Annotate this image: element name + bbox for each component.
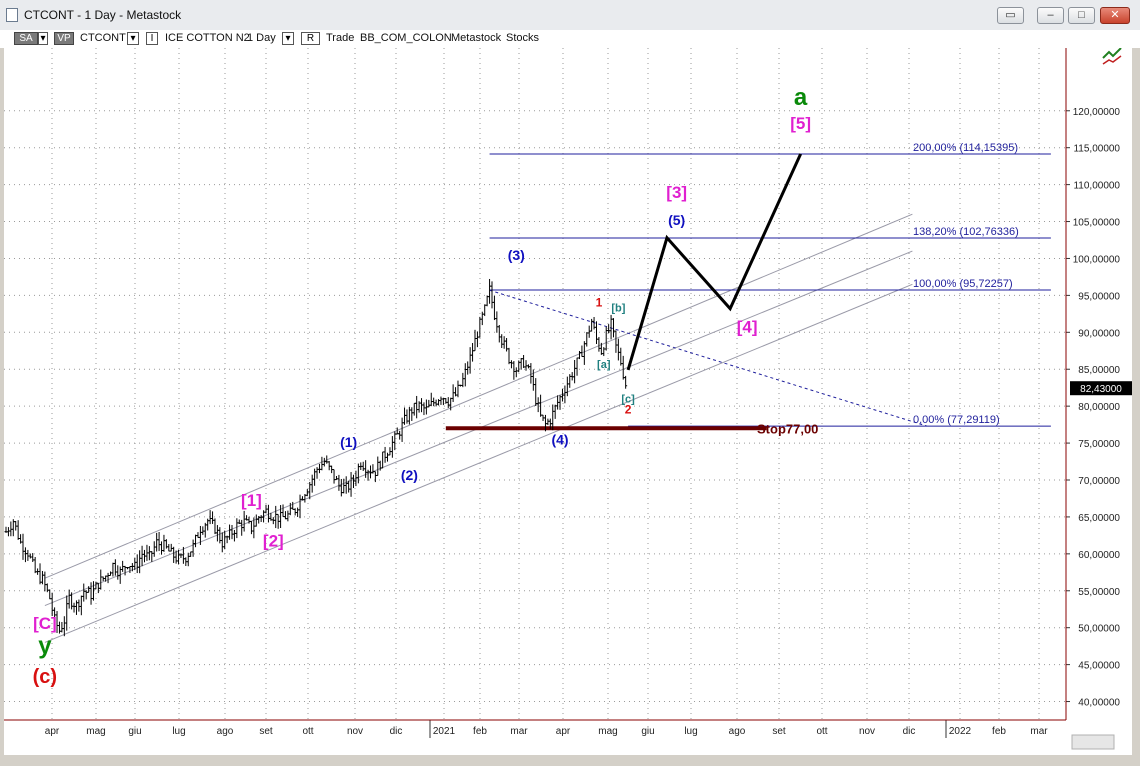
wave-label: (5) [668,212,685,228]
x-tick-label: set [772,726,786,737]
fib-level-label: 100,00% (95,72257) [913,278,1013,290]
x-tick-label: feb [992,726,1006,737]
wave-label: [4] [737,317,758,336]
wave-label: a [794,84,808,111]
period-dropdown-icon[interactable]: ▾ [282,32,294,45]
x-tick-label: 2021 [433,726,456,737]
x-tick-label: giu [128,726,141,737]
wave-label: [3] [666,183,687,202]
x-tick-label: lug [684,726,697,737]
x-tick-label: apr [45,726,60,737]
x-tick-label: nov [347,726,363,737]
wave-label: [b] [611,303,625,315]
y-tick-label: 75,00000 [1078,439,1120,450]
fib-level-label: 0,00% (77,29119) [913,414,1000,426]
window-titlebar: CTCONT - 1 Day - Metastock ▭ – □ ✕ [0,0,1140,31]
x-tick-label: nov [859,726,875,737]
database-label: Metastock [451,32,502,44]
x-tick-label: set [259,726,273,737]
wave-label: [1] [241,491,262,510]
trend-channel-line [44,213,913,579]
y-tick-label: 65,00000 [1078,513,1120,524]
x-tick-label: mag [86,726,105,737]
symbol-label: CTCONT [80,32,126,44]
last-price-tag [1070,381,1132,396]
fib-level-label: 200,00% (114,15395) [913,142,1018,154]
x-tick-label: 2022 [949,726,972,737]
wave-label: [C] [33,614,57,633]
stop-label: Stop77,00 [757,421,818,436]
x-tick-label: dic [903,726,916,737]
fib-level-label: 138,20% (102,76336) [913,226,1019,238]
chart-area[interactable]: 0,00% (77,29119) 100,00% (95,72257) 138,20… [0,47,1140,761]
x-tick-label: apr [556,726,571,737]
wave-label: (3) [508,247,525,263]
x-tick-label: mag [598,726,617,737]
y-tick-label: 45,00000 [1078,661,1120,672]
y-tick-label: 40,00000 [1078,698,1120,709]
period-label: 1 Day [247,32,276,44]
wave-label: 1 [596,295,603,309]
x-tick-label: mar [1030,726,1048,737]
close-icon[interactable]: ✕ [1100,7,1130,24]
name-marker[interactable]: I [146,32,158,45]
y-tick-label: 60,00000 [1078,550,1120,561]
instrument-name: ICE COTTON N2 [165,32,250,44]
x-tick-label: feb [473,726,487,737]
wave-label: [5] [790,114,811,133]
trend-channel-line [44,283,913,643]
wave-label: (c) [33,666,57,688]
x-tick-label: ott [302,726,313,737]
y-tick-label: 85,00000 [1078,365,1120,376]
horizontal-scrollbar[interactable] [1071,734,1115,750]
wave-label: [2] [263,531,284,550]
wave-label: [a] [597,359,611,371]
x-tick-label: dic [390,726,403,737]
y-tick-label: 50,00000 [1078,624,1120,635]
y-tick-label: 110,00000 [1073,181,1120,192]
minimize-icon[interactable]: – [1037,7,1064,24]
projected-wave-path[interactable] [626,153,802,371]
trade-label: Trade [326,32,355,44]
sa-button[interactable]: SA [14,32,38,45]
y-tick-label: 70,00000 [1078,476,1120,487]
window-title: CTCONT - 1 Day - Metastock [24,8,182,22]
vp-button[interactable]: VP [54,32,74,45]
x-tick-label: mar [510,726,528,737]
source-label: BB_COM_COLON [360,32,452,44]
y-tick-label: 105,00000 [1073,218,1121,229]
symbol-dropdown-icon[interactable]: ▾ [127,32,139,45]
y-tick-label: 115,00000 [1073,144,1120,155]
x-tick-label: lug [172,726,185,737]
y-tick-label: 80,00000 [1078,402,1120,413]
price-bar [624,375,628,389]
price-chart[interactable]: 0,00% (77,29119) 100,00% (95,72257) 138,20… [0,47,1140,761]
y-tick-label: 120,00000 [1073,107,1121,118]
x-tick-label: ago [729,726,746,737]
last-price-label: 82,43000 [1080,384,1122,395]
wave-label: (1) [340,434,357,450]
wave-label: [c] [621,393,635,405]
chart-tools-icon[interactable] [1102,47,1122,65]
wave-label: (2) [401,467,418,483]
wave-label: (4) [551,432,568,448]
app-icon [6,8,18,22]
x-tick-label: ago [217,726,234,737]
database-type-label: Stocks [506,32,540,44]
wave-label: 2 [625,403,632,417]
y-tick-label: 100,00000 [1073,254,1121,265]
x-tick-label: giu [641,726,654,737]
r-marker[interactable]: R [301,32,320,45]
x-tick-label: ott [816,726,827,737]
y-tick-label: 90,00000 [1078,328,1120,339]
y-tick-label: 95,00000 [1078,291,1120,302]
dashed-trendline [489,289,928,427]
maximize-icon[interactable]: □ [1068,7,1095,24]
y-tick-label: 55,00000 [1078,587,1120,598]
wave-label: y [38,633,52,660]
sa-dropdown-icon[interactable]: ▾ [38,32,48,45]
restore-icon[interactable]: ▭ [997,7,1024,24]
chart-toolbar: SA ▾ VP CTCONT ▾ I ICE COTTON N2 1 Day ▾… [0,30,1140,48]
